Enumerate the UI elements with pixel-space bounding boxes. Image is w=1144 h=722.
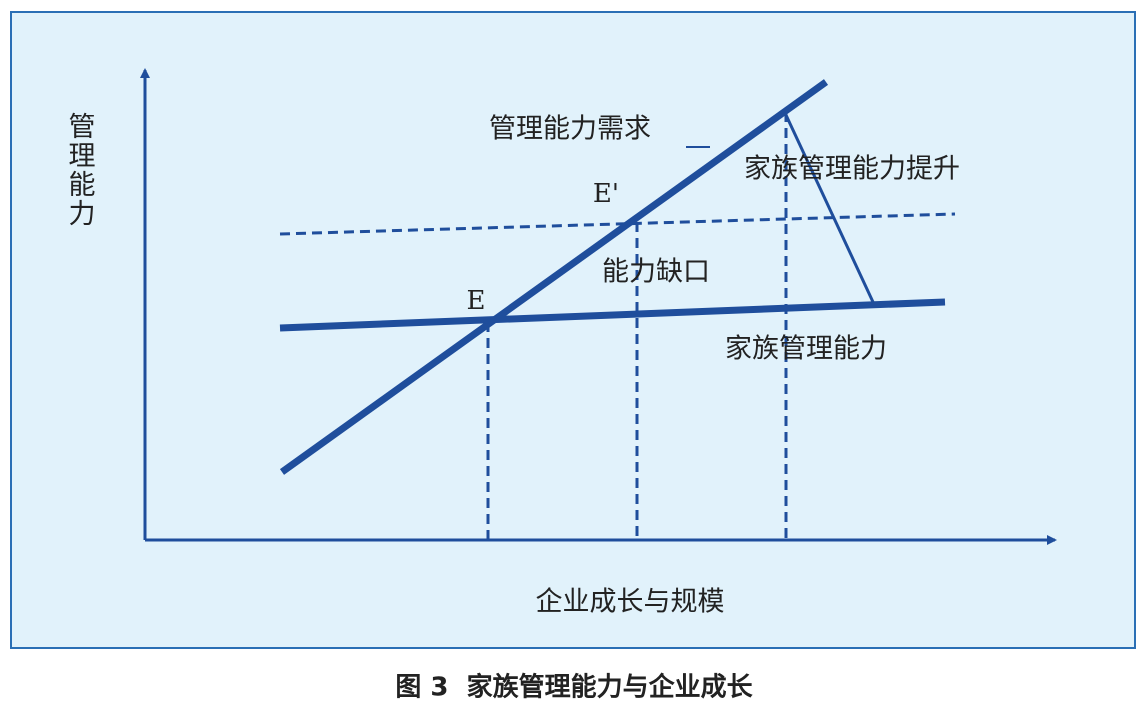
capability-line <box>279 298 946 332</box>
gap-label: 能力缺口 <box>602 257 710 288</box>
raised-capability-line <box>279 212 956 236</box>
point-label: E' <box>593 179 619 209</box>
y-axis-label: 管理能力 <box>64 112 96 228</box>
x-axis-label: 企业成长与规模 <box>536 587 725 618</box>
upgrade-pointer <box>784 114 875 303</box>
demand-label: 管理能力需求 <box>489 114 651 145</box>
upgrade-label: 家族管理能力提升 <box>744 154 960 185</box>
caption: 图 3 家族管理能力与企业成长 <box>395 672 753 703</box>
point-label: E <box>467 286 486 316</box>
capability-label: 家族管理能力 <box>725 334 887 365</box>
diagram-frame <box>10 11 1136 649</box>
dashed-guides <box>279 112 956 540</box>
demand-line <box>279 79 829 475</box>
